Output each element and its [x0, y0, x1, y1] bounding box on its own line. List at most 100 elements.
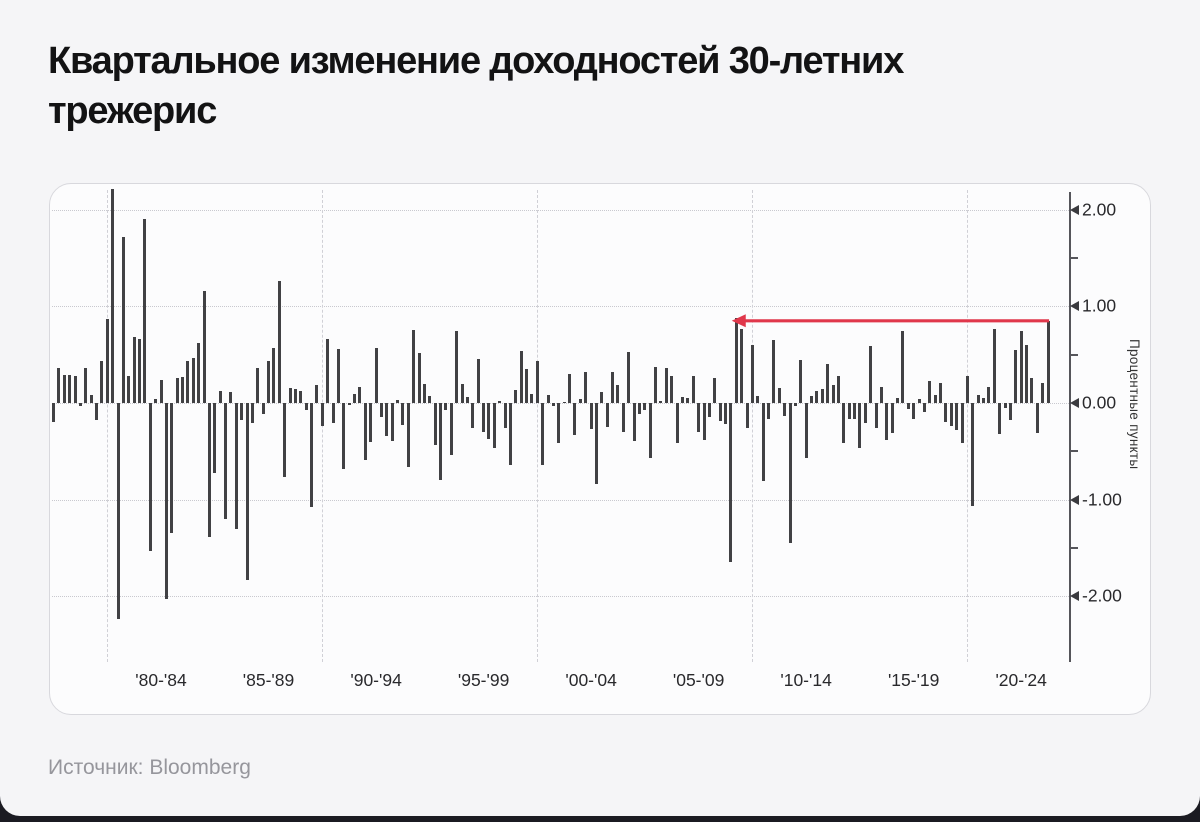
bar [471, 403, 475, 429]
bar [1003, 403, 1007, 408]
bar [713, 377, 717, 403]
bar [449, 403, 453, 456]
bar [842, 403, 846, 443]
bar [761, 403, 765, 482]
bar [756, 396, 760, 403]
bar [675, 403, 679, 443]
bar [815, 391, 819, 403]
bar [627, 351, 631, 403]
bar [584, 372, 588, 403]
bar [261, 403, 265, 414]
bar [503, 403, 507, 429]
bar [632, 403, 636, 441]
bar [901, 330, 905, 403]
bar [245, 403, 249, 580]
bar [52, 403, 55, 423]
bar [697, 403, 701, 432]
bar [659, 401, 663, 403]
y-axis-major-tick [1070, 301, 1079, 312]
bar [78, 403, 82, 406]
bar [148, 403, 152, 551]
bar [788, 403, 792, 544]
bar [213, 403, 217, 473]
bar [256, 368, 260, 403]
bar [874, 403, 878, 429]
bar [982, 398, 986, 403]
bar [476, 358, 480, 403]
bar [132, 337, 136, 403]
bar [648, 403, 652, 459]
bar [578, 399, 582, 403]
bar [664, 368, 668, 403]
bar [401, 403, 405, 426]
bar [234, 403, 238, 529]
bar [869, 345, 873, 403]
x-axis-tick-label: '20-'24 [995, 670, 1047, 690]
y-axis-minor-tick [1069, 450, 1078, 453]
bar [847, 403, 851, 419]
y-axis-major-tick [1070, 204, 1079, 215]
bar [283, 403, 287, 477]
bar [175, 377, 179, 403]
bar [1041, 382, 1045, 403]
bar [455, 331, 459, 403]
y-axis-line [1069, 192, 1071, 662]
bar [955, 403, 959, 431]
y-axis-minor-tick [1069, 547, 1078, 550]
bar [116, 403, 120, 619]
bar [514, 390, 518, 403]
bar [718, 403, 722, 422]
bar [433, 403, 437, 445]
bar [353, 394, 357, 403]
bar [551, 403, 555, 406]
bar [277, 281, 281, 403]
bar [267, 361, 271, 403]
bar [621, 403, 625, 432]
bar [546, 395, 550, 403]
bar [960, 403, 964, 443]
bar [288, 387, 292, 403]
x-axis-tick-label: '95-'99 [457, 670, 510, 690]
bar [987, 386, 991, 403]
bar [729, 403, 733, 562]
bar [525, 369, 529, 403]
bar [530, 394, 534, 403]
bar [342, 403, 346, 469]
bar [836, 375, 840, 403]
y-axis-tick-label: 1.00 [1082, 295, 1117, 316]
bar [557, 403, 561, 443]
bar [998, 403, 1002, 434]
bar [750, 345, 754, 403]
bar [992, 328, 996, 403]
bar [68, 375, 72, 403]
bar [154, 399, 158, 403]
bar [218, 391, 222, 403]
bar [670, 375, 674, 403]
bar [460, 383, 464, 403]
x-axis-tick-label: '05-'09 [672, 670, 725, 690]
bar [272, 347, 276, 403]
x-axis-tick-label: '90-'94 [350, 670, 402, 690]
x-axis-tick-label: '00-'04 [565, 670, 617, 690]
horizontal-gridline [52, 209, 1069, 211]
bar [170, 403, 174, 533]
bar [1025, 345, 1029, 403]
bar [810, 396, 814, 403]
vertical-gridline [537, 190, 539, 662]
x-axis-tick-label: '80-'84 [135, 670, 187, 690]
bar [127, 375, 131, 403]
bar [138, 339, 142, 403]
bar [573, 403, 577, 435]
bar [863, 403, 867, 424]
bar [643, 403, 647, 410]
bar [358, 386, 362, 403]
bar [600, 392, 604, 403]
bar [374, 347, 378, 403]
y-axis-tick-label: 0.00 [1082, 392, 1117, 413]
bar [707, 403, 711, 417]
bar [143, 219, 147, 403]
bar [793, 403, 797, 406]
bar [616, 384, 620, 403]
bar [702, 403, 706, 440]
bar [315, 384, 319, 403]
